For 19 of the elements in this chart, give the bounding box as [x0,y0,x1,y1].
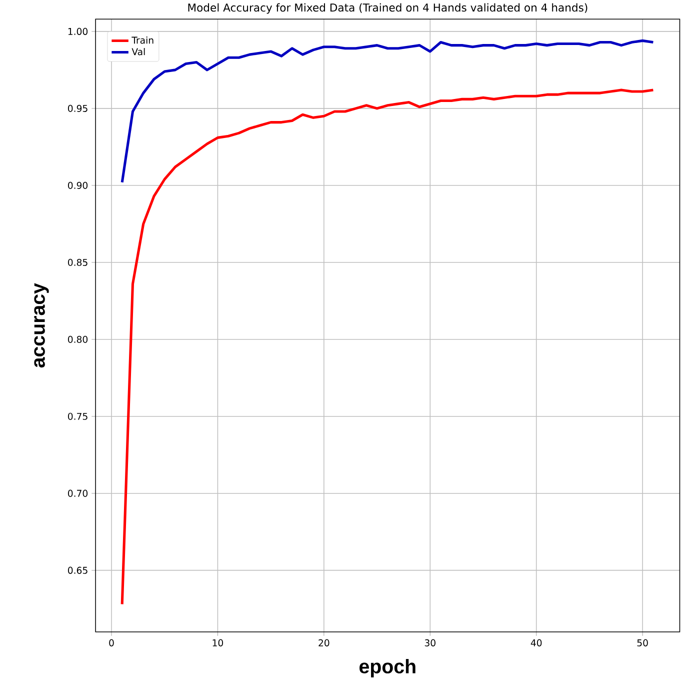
x-tick-label: 30 [425,639,436,646]
legend-label: Val [132,48,145,56]
y-axis-title: accuracy [34,283,49,368]
x-axis-title: epoch [360,659,416,678]
y-tick-label: 0.90 [68,182,88,189]
y-tick-label: 0.95 [68,104,88,112]
x-tick-label: 50 [638,639,648,646]
chart-title: Model Accuracy for Mixed Data (Trained on 4 Hands validated on 4 hands) [188,3,588,14]
x-tick-label: 20 [318,639,330,646]
x-tick-label: 40 [531,639,542,646]
y-tick-label: 0.85 [68,258,88,266]
y-tick-label: 0.70 [68,490,88,497]
x-tick-label: 10 [212,639,224,646]
y-tick-label: 1.00 [68,28,88,35]
y-tick-label: 0.75 [68,412,88,420]
x-tick-label: 0 [109,639,114,646]
y-tick-label: 0.65 [68,566,88,574]
legend-label: Train [132,36,154,44]
y-tick-label: 0.80 [68,336,88,343]
